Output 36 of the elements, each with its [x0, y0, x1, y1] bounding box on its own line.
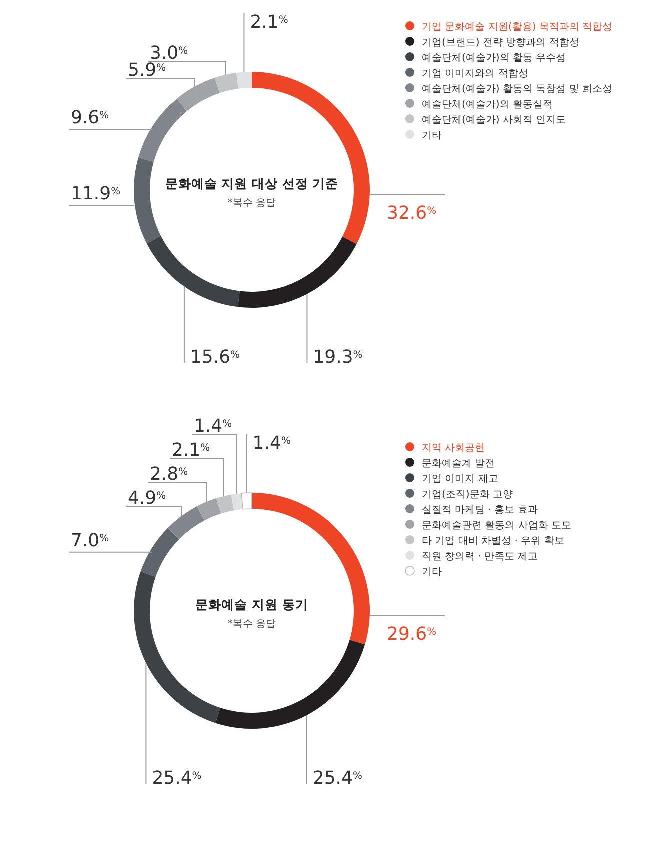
data-label: 11.9$^{%}$: [71, 183, 121, 204]
data-label: 4.9$^{%}$: [128, 488, 166, 509]
data-label: 29.6$^{%}$: [387, 624, 437, 645]
data-label: 2.8$^{%}$: [150, 464, 188, 485]
legend-label: 기타: [422, 567, 442, 578]
legend-label: 기타: [422, 130, 442, 142]
data-label: 9.6$^{%}$: [71, 108, 110, 129]
title: 문화예술 지원 동기: [196, 597, 308, 612]
legend-label: 지역 사회공헌: [422, 443, 486, 454]
title: 문화예술 지원 대상 선정 기준: [165, 176, 339, 191]
data-label: 1.4$^{%}$: [194, 416, 232, 437]
legend-label: 실질적 마케팅 · 홍보 효과: [422, 505, 538, 516]
subtitle: *복수 응답: [228, 619, 276, 630]
subtitle: *복수 응답: [228, 198, 276, 209]
legend-label: 예술단체(예술가) 사회적 인지도: [422, 115, 566, 126]
data-label: 15.6$^{%}$: [190, 347, 240, 368]
legend-label: 예술단체(예술가)의 활동실적: [422, 100, 553, 110]
legend-label: 기업 문화예술 지원(활용) 목적과의 적합성: [422, 22, 613, 33]
legend-label: 예술단체(예술가) 활동의 독창성 및 희소성: [422, 84, 613, 95]
legend-label: 문화예술계 발전: [422, 458, 496, 470]
data-label: 25.4$^{%}$: [152, 768, 202, 789]
data-label: 1.4$^{%}$: [252, 433, 291, 454]
data-label: 19.3$^{%}$: [313, 347, 363, 368]
data-label: 2.1$^{%}$: [250, 12, 288, 33]
data-label: 2.1$^{%}$: [172, 440, 210, 461]
data-label: 32.6$^{%}$: [387, 203, 437, 224]
legend-label: 예술단체(예술가)의 활동 우수성: [422, 53, 566, 64]
legend-label: 문화예술관련 활동의 사업화 도모: [422, 520, 572, 532]
legend-label: 기업 이미지 제고: [422, 474, 498, 485]
legend-label: 타 기업 대비 차별성 · 우위 확보: [422, 536, 564, 547]
legend-label: 기업 이미지와의 적합성: [422, 68, 528, 80]
legend-label: 직원 창의력 · 만족도 제고: [422, 552, 538, 562]
legend-label: 기업(조직)문화 고양: [422, 490, 513, 500]
data-label: 25.4$^{%}$: [312, 768, 362, 789]
data-label: 7.0$^{%}$: [71, 530, 110, 552]
legend-label: 기업(브랜드) 전략 방향과의 적합성: [422, 38, 580, 48]
